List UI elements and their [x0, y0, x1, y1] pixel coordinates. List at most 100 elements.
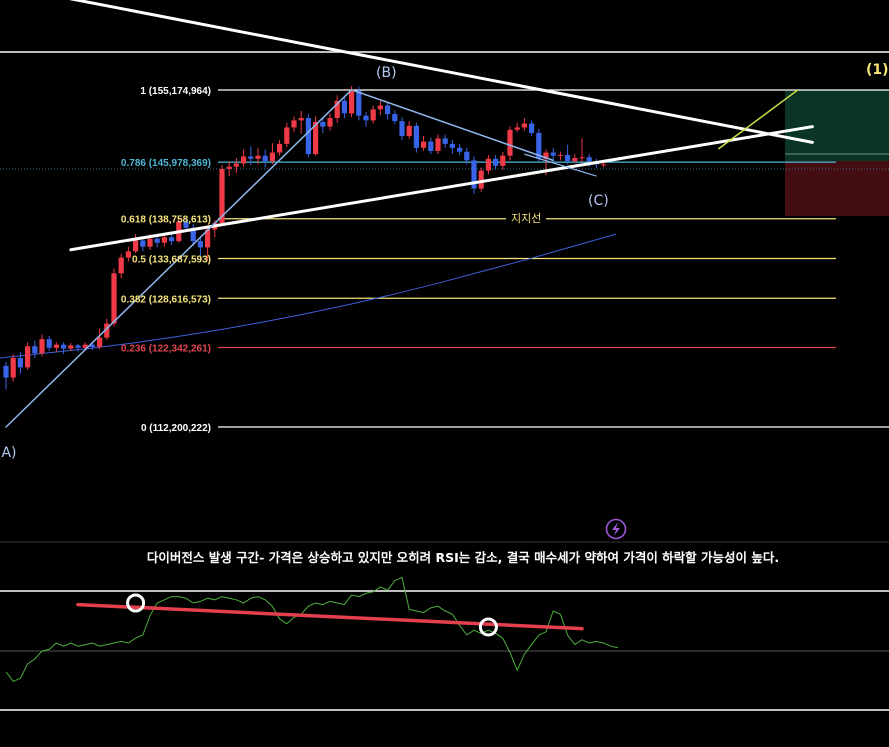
candle-body: [341, 100, 347, 114]
wave-c-1: [718, 89, 799, 150]
upper-trendline: [68, 0, 814, 144]
candle-body: [89, 344, 95, 348]
candle-body: [521, 123, 527, 128]
candle-body: [183, 221, 189, 228]
candle-body: [435, 138, 441, 151]
candle-body: [190, 227, 196, 242]
divergence-annotation: 다이버전스 발생 구간- 가격은 상승하고 있지만 오히려 RSI는 감소, 결…: [147, 550, 779, 565]
candle-body: [442, 138, 448, 144]
divergence-marker-2: [478, 617, 498, 637]
moving-average: [0, 233, 617, 359]
candle-body: [3, 365, 9, 378]
lightning-icon[interactable]: [605, 518, 627, 540]
candle-body: [277, 143, 283, 153]
candle-body: [169, 237, 175, 242]
candle-body: [529, 123, 535, 133]
candle-body: [241, 156, 247, 164]
candle-body: [197, 241, 203, 248]
candle-body: [507, 129, 513, 156]
fib-label-0.236: 0.236 (122,342,261): [121, 343, 211, 354]
wave-label-1: (1): [866, 62, 889, 78]
wave-label-b: (B): [376, 65, 397, 81]
candle-body: [363, 115, 369, 121]
candle-body: [313, 121, 319, 155]
candle-body: [464, 151, 470, 161]
candles: [3, 85, 607, 390]
rsi-line: [5, 576, 619, 683]
candle-body: [262, 155, 268, 162]
candle-body: [370, 109, 376, 121]
candle-body: [104, 323, 110, 338]
candle-body: [140, 240, 146, 247]
support-label-bg: [506, 210, 546, 226]
candle-body: [428, 141, 434, 151]
fib-label-0: 0 (112,200,222): [141, 423, 211, 434]
candle-body: [255, 155, 261, 159]
candle-body: [298, 118, 304, 121]
wave-b-c: [350, 89, 554, 162]
candle-body: [75, 345, 81, 348]
candle-body: [543, 152, 549, 159]
rsi-indicator: [5, 576, 619, 683]
candle-body: [284, 127, 290, 144]
candle-body: [17, 357, 23, 368]
target-box-green: [785, 90, 889, 161]
candle-body: [269, 152, 275, 162]
candle-body: [320, 121, 326, 127]
candle-body: [82, 344, 88, 348]
fib-label-0.618: 0.618 (138,758,613): [121, 215, 211, 226]
candle-body: [125, 251, 131, 258]
candle-body: [399, 121, 405, 137]
rsi-divergence-line: [76, 602, 584, 631]
candle-body: [550, 152, 556, 156]
candle-body: [68, 345, 74, 349]
candle-body: [161, 237, 167, 243]
divergence-marker-1: [126, 593, 146, 613]
candle-body: [478, 170, 484, 189]
candle-body: [579, 157, 585, 159]
candle-body: [536, 132, 542, 159]
candle-body: [233, 163, 239, 167]
candle-body: [147, 238, 153, 247]
candle-body: [97, 337, 103, 348]
lower-support: [69, 125, 814, 252]
candle-body: [205, 229, 211, 248]
candle-body: [291, 120, 297, 128]
fib-label-0.5: 0.5 (133,687,593): [132, 254, 211, 265]
wave-c-spur: [524, 153, 597, 177]
candle-body: [413, 125, 419, 148]
candle-body: [305, 118, 311, 155]
candle-body: [334, 100, 340, 119]
candle-body: [406, 125, 412, 137]
candle-body: [327, 118, 333, 127]
candle-body: [133, 240, 139, 252]
candle-body: [53, 344, 59, 348]
candle-body: [118, 257, 124, 274]
moving-average-line: [0, 233, 617, 359]
candle-body: [500, 155, 506, 166]
candle-body: [449, 143, 455, 148]
candle-body: [349, 90, 355, 114]
candle-body: [514, 127, 520, 130]
candle-body: [421, 141, 427, 148]
candle-body: [154, 238, 160, 243]
candle-body: [385, 105, 391, 115]
candle-body: [39, 339, 45, 354]
candle-body: [219, 169, 225, 224]
candle-body: [377, 105, 383, 110]
candle-body: [601, 164, 607, 166]
support-label: 지지선: [511, 212, 541, 225]
candle-body: [485, 158, 491, 171]
wave-label-a: (A): [0, 445, 17, 461]
candle-body: [572, 158, 578, 162]
candle-body: [32, 346, 38, 354]
candle-body: [46, 339, 52, 348]
target-box-red: [785, 161, 889, 216]
candle-body: [471, 160, 477, 189]
wave-a-b: [5, 89, 353, 428]
candle-body: [457, 147, 463, 152]
candle-body: [61, 344, 67, 349]
trendlines: [5, 0, 814, 428]
candle-body: [356, 90, 362, 116]
